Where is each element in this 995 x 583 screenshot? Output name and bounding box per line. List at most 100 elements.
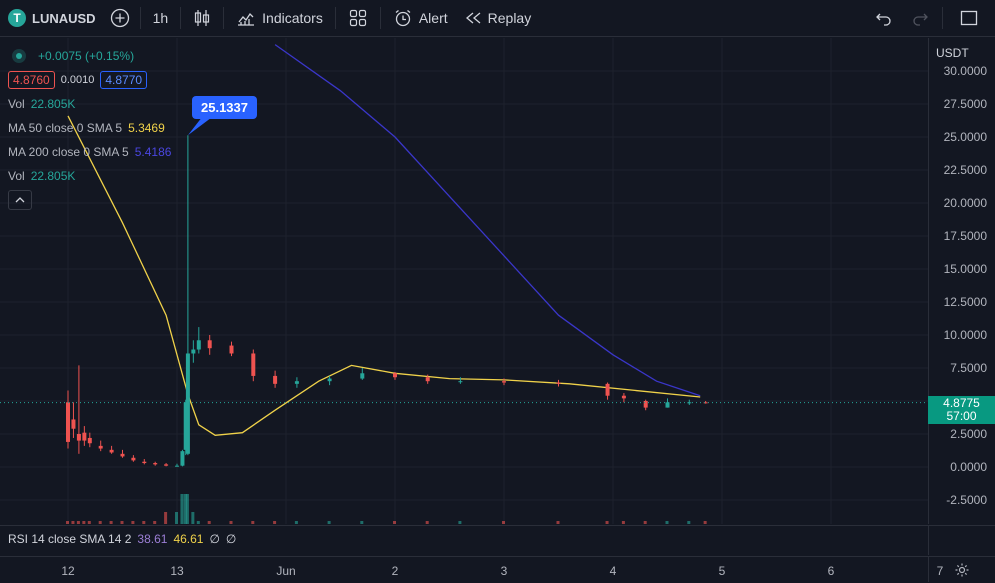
spread-value: 0.0010 — [60, 74, 95, 86]
indicators-icon — [238, 12, 255, 26]
volume-bar — [207, 521, 211, 524]
candle-body — [164, 464, 169, 466]
volume-bar — [393, 521, 396, 524]
price-tick-label: 22.5000 — [943, 163, 987, 177]
toolbar-divider — [942, 7, 943, 29]
candle-body — [183, 402, 188, 450]
volume-bar — [251, 521, 255, 524]
legend-vol2-row[interactable]: Vol 22.805K — [8, 164, 171, 188]
symbol-logo-icon: T — [8, 9, 26, 27]
candle-body — [82, 432, 87, 441]
price-tick-label: 7.5000 — [950, 361, 987, 375]
time-tick-label: 5 — [718, 564, 726, 578]
time-axis[interactable]: 12 13 Jun 2 3 4 5 6 7 — [0, 556, 943, 583]
candle-body — [120, 453, 125, 457]
volume-bar — [294, 521, 298, 524]
interval-button[interactable]: 1h — [152, 10, 169, 26]
candle-body — [66, 402, 70, 442]
candle-body — [665, 402, 670, 408]
volume-bar — [621, 521, 625, 524]
volume-bar — [360, 521, 364, 524]
price-tick-label: 10.0000 — [943, 328, 987, 342]
redo-button[interactable] — [902, 0, 938, 37]
replay-label: Replay — [487, 10, 532, 26]
toolbar-divider — [139, 7, 141, 29]
volume-bar — [556, 521, 560, 524]
candle-body — [142, 461, 147, 464]
last-price-tag: 4.8775 57:00 — [928, 395, 995, 424]
compare-button[interactable] — [104, 0, 136, 37]
price-tick-label: 30.0000 — [943, 64, 987, 78]
candle-body — [458, 381, 463, 383]
legend-vol-row[interactable]: Vol 22.805K — [8, 92, 171, 116]
legend-ma200-row[interactable]: MA 200 close 0 SMA 5 5.4186 — [8, 140, 171, 164]
candle-body — [360, 373, 365, 379]
price-tick-label: 17.5000 — [943, 229, 987, 243]
candle-body — [643, 401, 648, 408]
last-price-value: 4.8775 — [943, 395, 980, 410]
market-status-icon — [12, 49, 26, 63]
grid-layout-icon — [349, 9, 366, 27]
volume-bar — [82, 521, 86, 524]
collapse-legend-button[interactable] — [8, 190, 32, 210]
ma200-line — [274, 44, 701, 397]
vol-value: 22.805K — [30, 97, 76, 111]
gear-icon — [955, 563, 969, 576]
rsi-pane[interactable] — [0, 525, 928, 556]
rsi-legend[interactable]: RSI 14 close SMA 14 2 38.61 46.61 ∅ ∅ — [8, 532, 236, 546]
ma50-line — [67, 115, 701, 436]
price-tick-label: 20.0000 — [943, 196, 987, 210]
time-tick-label: 6 — [827, 564, 835, 578]
chart-settings-button[interactable] — [928, 556, 995, 582]
bid-button[interactable]: 4.8760 — [8, 71, 55, 89]
candle-body — [207, 340, 212, 349]
symbol-search[interactable]: T LUNAUSD — [0, 0, 104, 37]
volume-bar — [703, 521, 707, 524]
ma50-label: MA 50 close 0 SMA 5 — [8, 121, 123, 135]
indicators-label: Indicators — [262, 10, 323, 26]
candle-body — [327, 378, 332, 382]
currency-label[interactable]: USDT — [936, 46, 969, 60]
rsi-na-1: ∅ — [209, 532, 220, 546]
alarm-clock-icon — [395, 9, 411, 27]
indicators-button[interactable]: Indicators — [228, 0, 331, 37]
legend-ma50-row[interactable]: MA 50 close 0 SMA 5 5.3469 — [8, 116, 171, 140]
candle-body — [229, 345, 234, 354]
volume-bar — [605, 521, 609, 524]
layouts-button[interactable] — [340, 0, 376, 37]
alert-button[interactable]: Alert — [385, 0, 456, 37]
fullscreen-button[interactable] — [947, 0, 995, 37]
undo-button[interactable] — [866, 0, 902, 37]
volume-bar — [142, 521, 146, 524]
candle-body — [71, 419, 76, 429]
price-tick-label: 25.0000 — [943, 130, 987, 144]
plus-circle-icon — [110, 8, 129, 28]
replay-button[interactable]: Replay — [456, 0, 540, 37]
rsi-label: RSI 14 close SMA 14 2 — [8, 532, 132, 546]
volume-bar — [191, 512, 195, 524]
toolbar-divider — [223, 7, 225, 29]
main-chart-pane[interactable] — [0, 38, 941, 524]
chevron-up-icon — [15, 197, 25, 203]
candle-body — [196, 340, 201, 350]
price-chart[interactable] — [0, 38, 941, 524]
volume-bar — [273, 521, 277, 524]
time-tick-label: 2 — [391, 564, 399, 578]
ask-button[interactable]: 4.8770 — [100, 71, 148, 89]
legend-change-row: +0.0075 (+0.15%) — [8, 44, 171, 68]
legend-collapse-row — [8, 188, 171, 212]
price-tick-label: 15.0000 — [943, 262, 987, 276]
rsi-axis[interactable] — [928, 525, 995, 555]
time-tick-label: 3 — [500, 564, 508, 578]
callout-pointer — [187, 117, 212, 136]
volume-bar — [164, 512, 168, 524]
price-axis[interactable]: 30.0000 27.5000 25.0000 22.5000 20.0000 17.50… — [928, 38, 995, 524]
chart-type-button[interactable] — [185, 0, 219, 37]
volume-bar — [76, 521, 80, 524]
candle-body — [621, 395, 626, 399]
volume-bar — [98, 521, 102, 524]
volume-bar — [175, 512, 178, 524]
volume-bar — [180, 494, 184, 524]
candle-body — [191, 349, 196, 354]
volume-bar — [502, 521, 505, 524]
